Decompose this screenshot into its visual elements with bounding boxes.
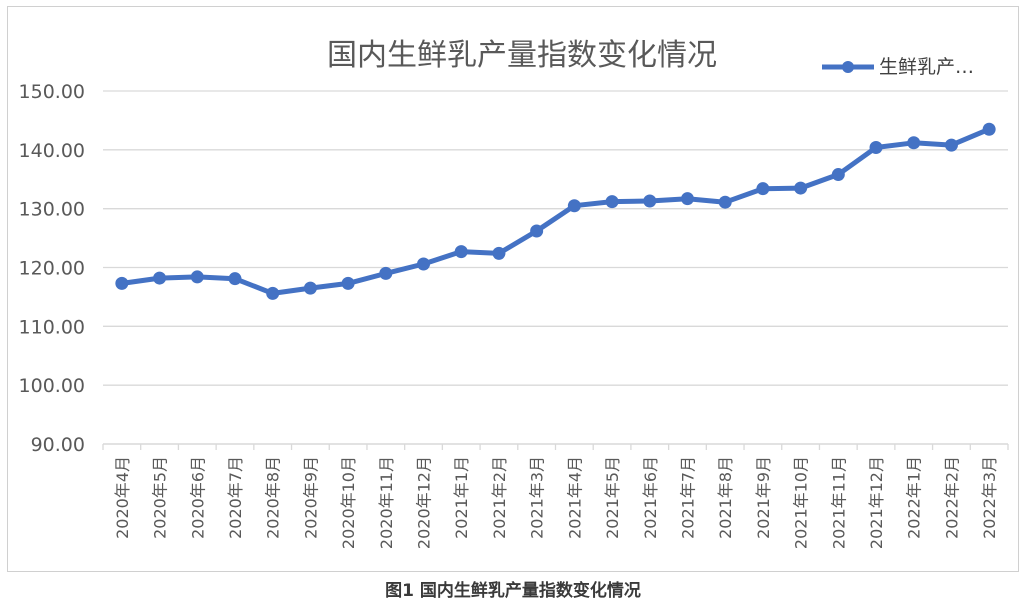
x-tick-label: 2020年6月 [188, 456, 207, 539]
x-tick-label: 2020年5月 [151, 456, 170, 539]
x-tick-label: 2022年3月 [980, 456, 999, 539]
x-tick-label: 2021年10月 [792, 456, 811, 549]
series-line [115, 122, 996, 300]
data-point [492, 246, 506, 260]
chart-frame: 2020年4月 2020年5月 2020年6月 2020年7月 2020年8月 2020年… [7, 6, 1019, 572]
data-point [680, 192, 694, 206]
data-point [153, 271, 167, 285]
y-axis: 90.00 100.00 110.00 120.00 130.00 140.00 150.0… [19, 81, 85, 456]
x-tick-label: 2022年1月 [905, 456, 924, 539]
x-tick-label: 2021年9月 [754, 456, 773, 539]
data-point [454, 245, 468, 259]
legend-marker-swatch [842, 61, 854, 73]
x-tick-label: 2020年12月 [415, 456, 434, 549]
y-tick-label: 90.00 [31, 434, 85, 456]
line-chart: 2020年4月 2020年5月 2020年6月 2020年7月 2020年8月 2020年… [19, 38, 1009, 549]
x-tick-label: 2021年3月 [528, 456, 547, 539]
data-point [530, 224, 544, 238]
data-point [379, 266, 393, 280]
x-tick-label: 2021年11月 [829, 456, 848, 549]
x-tick-label: 2020年8月 [264, 456, 283, 539]
x-tick-label: 2020年4月 [113, 456, 132, 539]
x-tick-label: 2021年8月 [716, 456, 735, 539]
chart-title: 国内生鲜乳产量指数变化情况 [327, 38, 717, 73]
series-polyline [119, 126, 992, 296]
data-point [417, 257, 431, 271]
data-point [944, 138, 958, 152]
data-point [869, 140, 883, 154]
x-tick-label: 2021年4月 [565, 456, 584, 539]
data-point [756, 182, 770, 196]
y-tick-label: 100.00 [19, 375, 85, 397]
x-tick-label: 2021年6月 [641, 456, 660, 539]
x-tick-label: 2021年5月 [603, 456, 622, 539]
data-point [303, 281, 317, 295]
data-point [190, 270, 204, 284]
data-point [982, 122, 996, 136]
x-tick-label: 2021年7月 [678, 456, 697, 539]
data-point [567, 199, 581, 213]
x-tick-label: 2020年7月 [226, 456, 245, 539]
x-axis: 2020年4月 2020年5月 2020年6月 2020年7月 2020年8月 2020年… [102, 443, 1009, 549]
x-tick-label: 2020年10月 [339, 456, 358, 549]
x-tick-label: 2021年1月 [452, 456, 471, 539]
data-point [605, 195, 619, 209]
x-tick-label: 2021年12月 [867, 456, 886, 549]
legend-label: 生鲜乳产… [879, 56, 974, 78]
x-tick-label: 2022年2月 [942, 456, 961, 539]
gridlines [103, 90, 1008, 386]
y-tick-label: 140.00 [19, 140, 85, 162]
x-tick-label: 2020年9月 [301, 456, 320, 539]
legend: 生鲜乳产… [822, 56, 974, 78]
data-point [831, 168, 845, 182]
data-point [228, 272, 242, 286]
data-point [794, 181, 808, 195]
data-point [266, 286, 280, 300]
data-point [341, 276, 355, 290]
x-tick-label: 2020年11月 [377, 456, 396, 549]
data-point [907, 136, 921, 150]
figure-caption: 图1 国内生鲜乳产量指数变化情况 [385, 581, 641, 601]
data-point [643, 194, 657, 208]
x-tick-label: 2021年2月 [490, 456, 509, 539]
y-tick-label: 110.00 [19, 316, 85, 338]
y-tick-label: 130.00 [19, 199, 85, 221]
data-point [718, 195, 732, 209]
y-tick-label: 150.00 [19, 81, 85, 103]
y-tick-label: 120.00 [19, 258, 85, 280]
data-point [115, 276, 129, 290]
